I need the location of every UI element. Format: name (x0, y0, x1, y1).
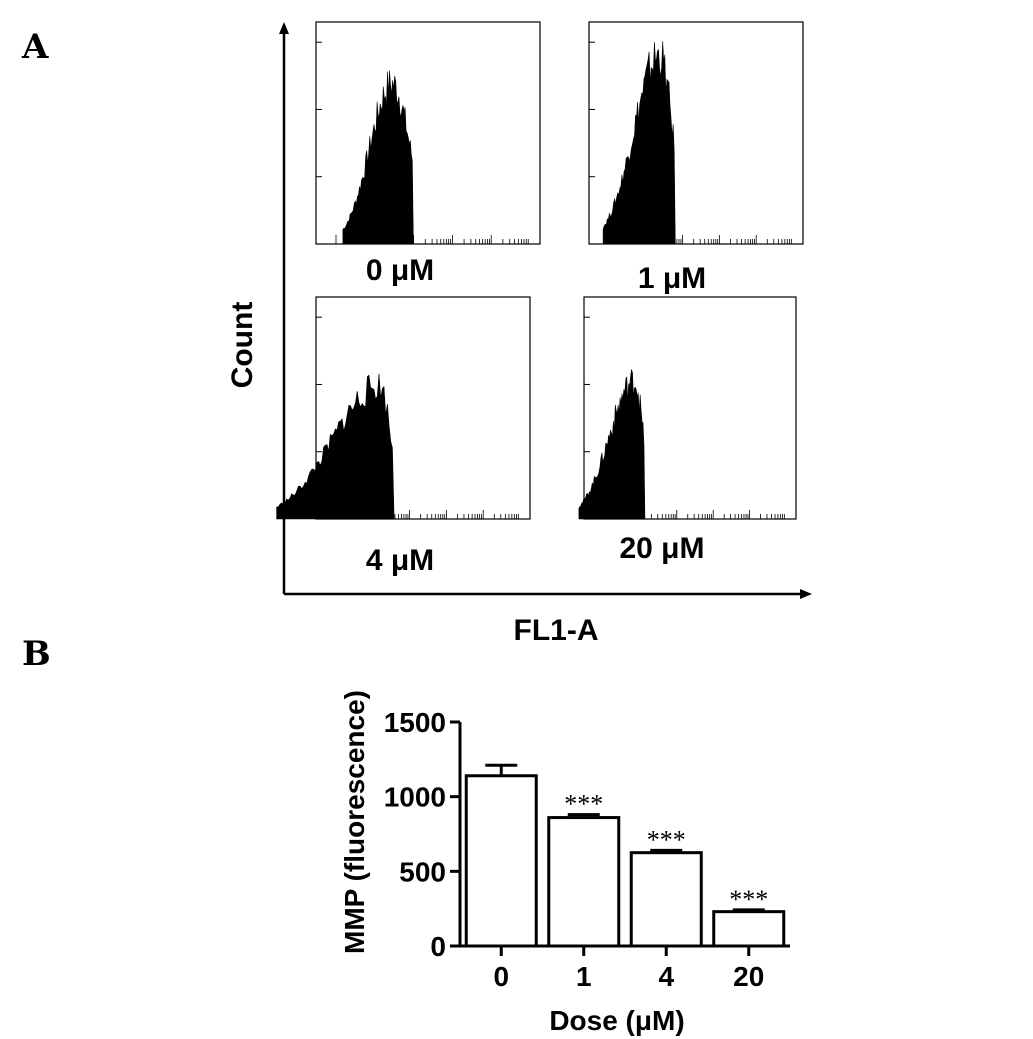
bar-group: 20 *** (712, 885, 786, 992)
dose-label: 1 μM (638, 262, 706, 295)
histogram-frame (583, 296, 797, 520)
histogram-distribution (602, 41, 677, 245)
y-axis-label: MMP (fluorescence) (339, 690, 370, 954)
histogram-distribution (578, 369, 646, 520)
bar-group: 4 *** (629, 825, 703, 992)
x-tick-label: 20 (733, 961, 764, 992)
y-tick-label: 0 (430, 931, 446, 962)
y-tick-label: 500 (399, 856, 446, 887)
y-ticks: 0 500 1000 1500 (384, 707, 460, 962)
x-tick-label: 0 (493, 961, 509, 992)
dose-label: 4 μM (366, 544, 434, 577)
dose-label: 0 μM (366, 254, 434, 287)
bar (464, 774, 538, 948)
bar (547, 816, 621, 948)
histogram-distribution (276, 373, 395, 520)
histogram-frame (588, 21, 804, 245)
y-tick-label: 1500 (384, 707, 446, 738)
y-tick-label: 1000 (384, 782, 446, 813)
panel-a: A Count FL1-A 0 μM 1 μM 4 μM 20 μM (21, 21, 812, 647)
bar-chart: 0 500 1000 1500 0 1 *** 4 *** 20 *** MMP (fluores… (339, 690, 790, 1036)
histogram-frame (315, 21, 541, 245)
panel-b-letter: B (22, 634, 51, 674)
panel-b: B 0 500 1000 1500 0 1 *** 4 *** 20 *** MMP (fluor… (22, 634, 790, 1036)
histogram-frame (315, 296, 531, 520)
bars: 0 1 *** 4 *** 20 *** (464, 763, 786, 992)
histogram-panel: 20 μM (578, 296, 797, 565)
x-tick-label: 1 (576, 961, 592, 992)
significance-annotation: *** (564, 790, 603, 819)
significance-annotation: *** (729, 885, 768, 914)
bar-group: 0 (464, 763, 538, 992)
histogram-panel: 0 μM (315, 21, 541, 287)
dose-label: 20 μM (619, 532, 704, 565)
panel-a-letter: A (21, 27, 49, 67)
bar-group: 1 *** (547, 790, 621, 992)
bar (629, 851, 703, 948)
x-axis-label: Dose (μM) (549, 1005, 684, 1036)
histogram-panel: 4 μM (276, 296, 531, 577)
significance-annotation: *** (647, 825, 686, 854)
histogram-distribution (342, 70, 416, 245)
count-axis-label: Count (226, 302, 259, 389)
bar (712, 910, 786, 948)
histogram-group: 0 μM 1 μM 4 μM 20 μM (276, 21, 804, 577)
fl1a-axis-label: FL1-A (514, 614, 599, 647)
x-tick-label: 4 (658, 961, 674, 992)
histogram-panel: 1 μM (588, 21, 804, 295)
